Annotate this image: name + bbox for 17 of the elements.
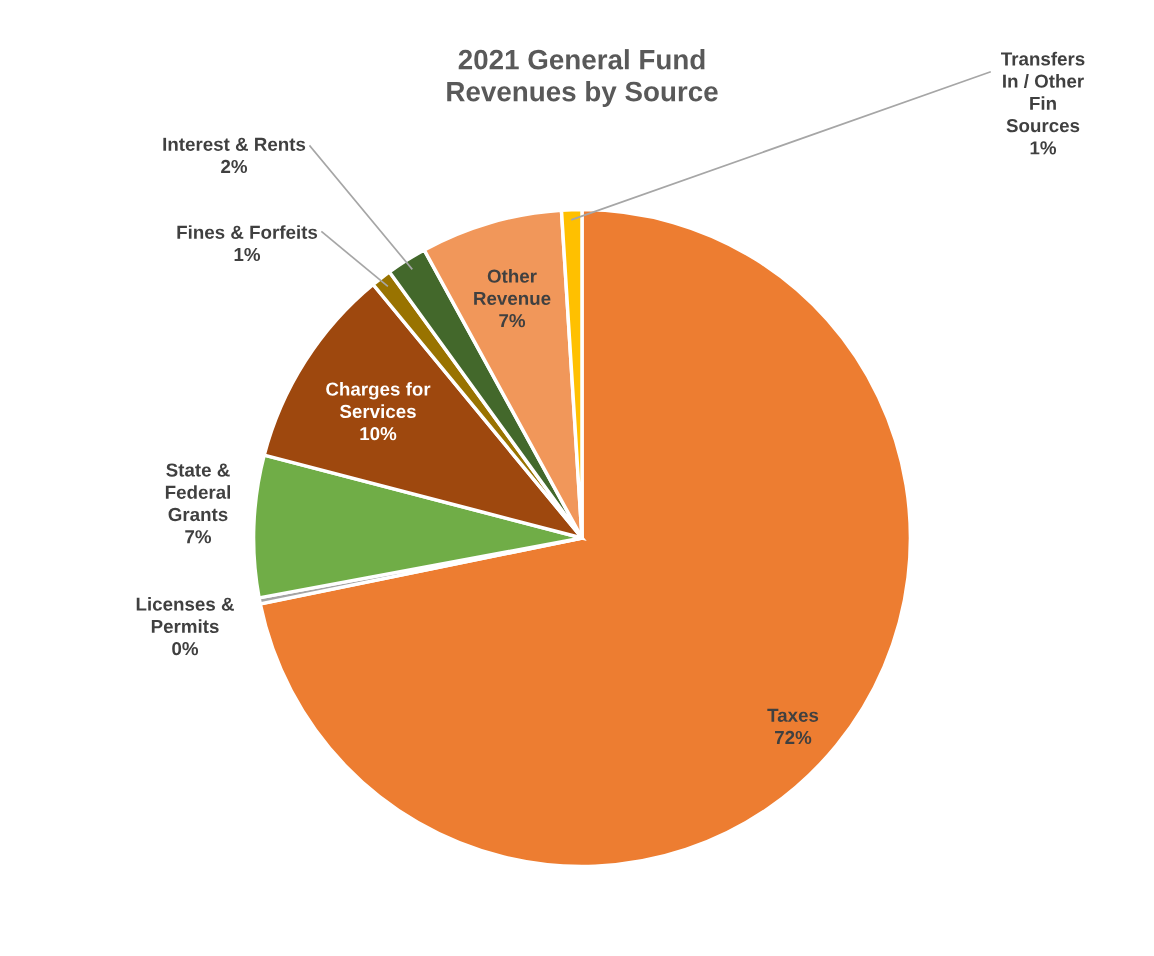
chart-title: 2021 General Fund Revenues by Source [447, 49, 718, 107]
data-label: 72% [775, 730, 812, 745]
slice-label: Transfers In / Other Fin Sources [1001, 51, 1085, 133]
data-label: 2% [221, 159, 248, 174]
slice-label: Licenses & Permits [136, 597, 234, 634]
data-label: 0% [172, 641, 199, 656]
slice-label: Interest & Rents [163, 137, 306, 151]
data-label: 1% [234, 247, 261, 262]
slice-label: Fines & Forfeits [177, 225, 318, 239]
slice-label: Taxes [767, 708, 819, 722]
data-label: 7% [499, 314, 526, 328]
data-label: 10% [360, 427, 397, 441]
data-label: 1% [1030, 141, 1057, 155]
slice-label: Other Revenue [474, 269, 551, 306]
data-label: 7% [185, 530, 212, 544]
slice-label: Charges for Services [326, 381, 431, 419]
slice-label: State & Federal Grants [165, 463, 231, 522]
